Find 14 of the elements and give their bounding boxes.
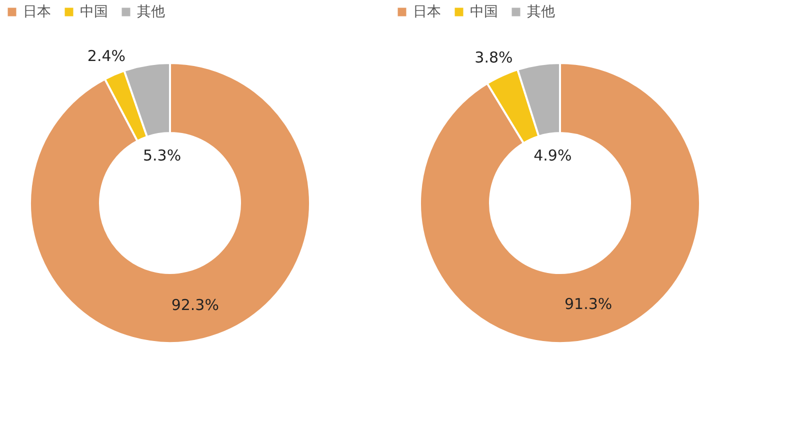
data-label: 91.3%: [564, 295, 612, 314]
data-label: 4.9%: [534, 146, 572, 165]
data-label: 2.4%: [87, 47, 126, 66]
legend-label: 日本: [23, 4, 51, 20]
legend-label: 中国: [470, 4, 498, 20]
legend-label: 其他: [137, 4, 165, 20]
donut-slice: [419, 62, 701, 344]
data-label: 92.3%: [171, 296, 219, 314]
data-label: 5.3%: [142, 146, 182, 165]
donut-slice: [29, 62, 311, 344]
legend-label: 日本: [413, 4, 441, 20]
data-label: 3.8%: [474, 48, 513, 66]
legend-label: 中国: [80, 4, 108, 20]
legend-label: 其他: [527, 4, 555, 20]
